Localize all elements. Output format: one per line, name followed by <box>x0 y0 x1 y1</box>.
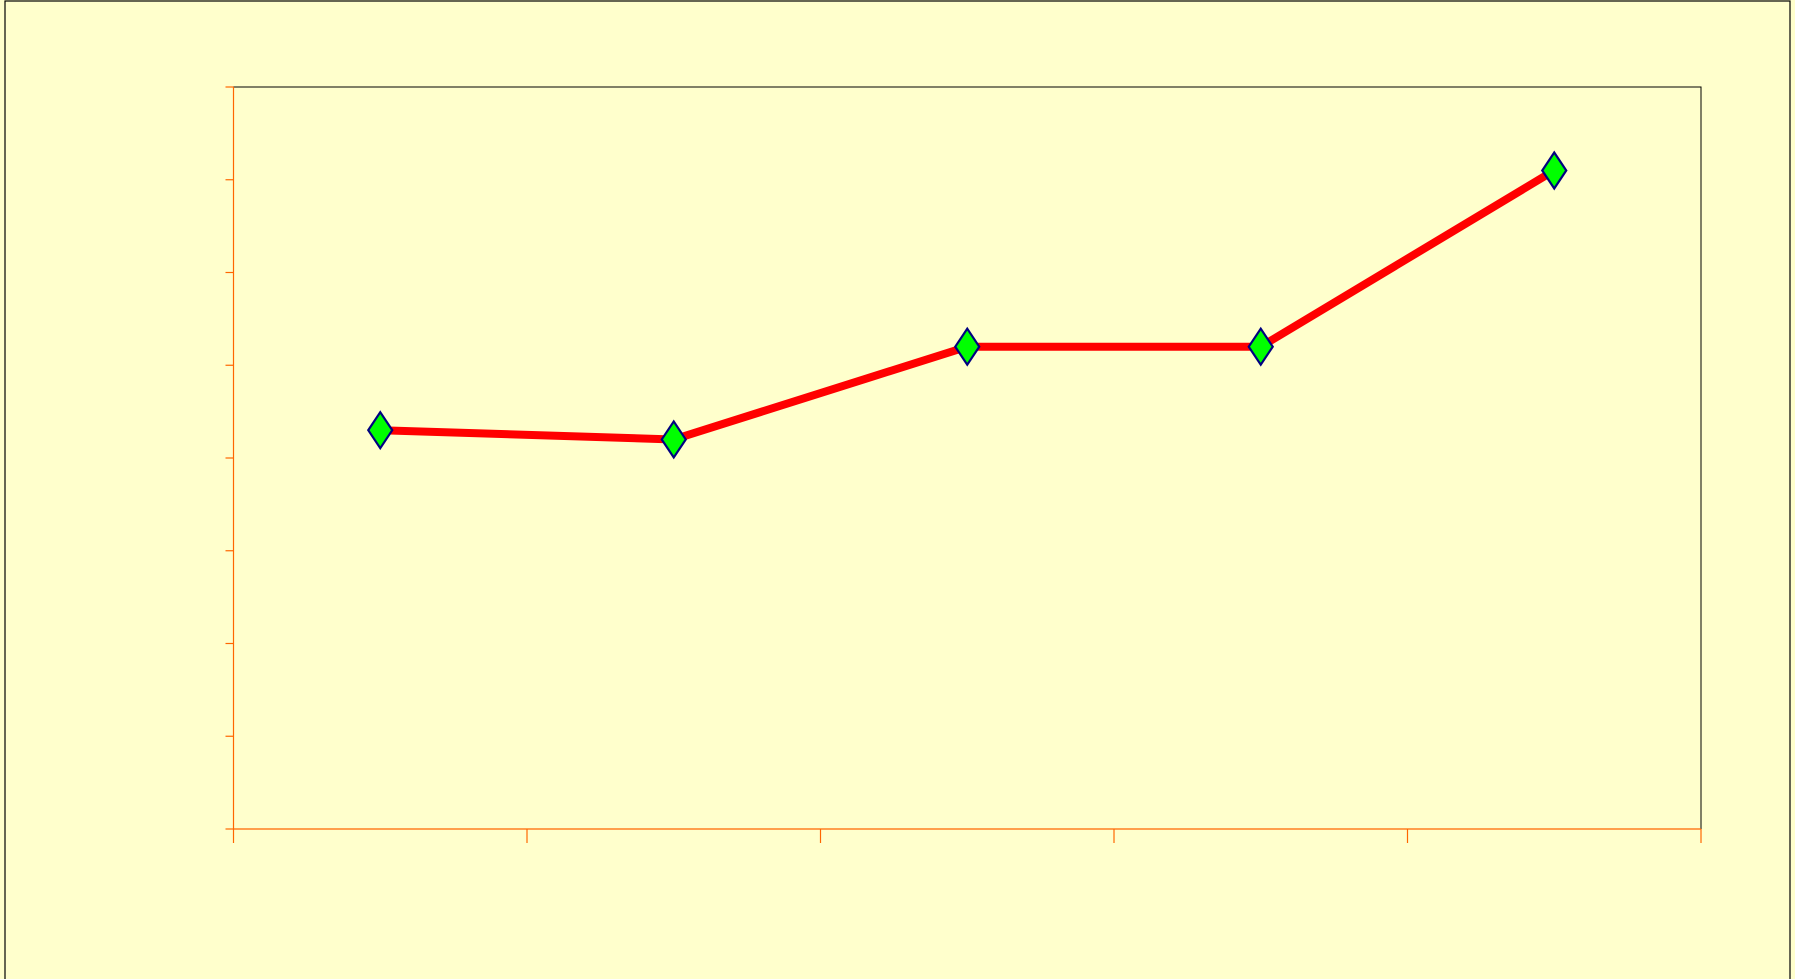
marker <box>660 419 688 460</box>
marker <box>366 410 394 451</box>
marker <box>1247 326 1275 367</box>
marker <box>1540 150 1568 191</box>
plot-area <box>233 86 1702 830</box>
marker <box>953 326 981 367</box>
